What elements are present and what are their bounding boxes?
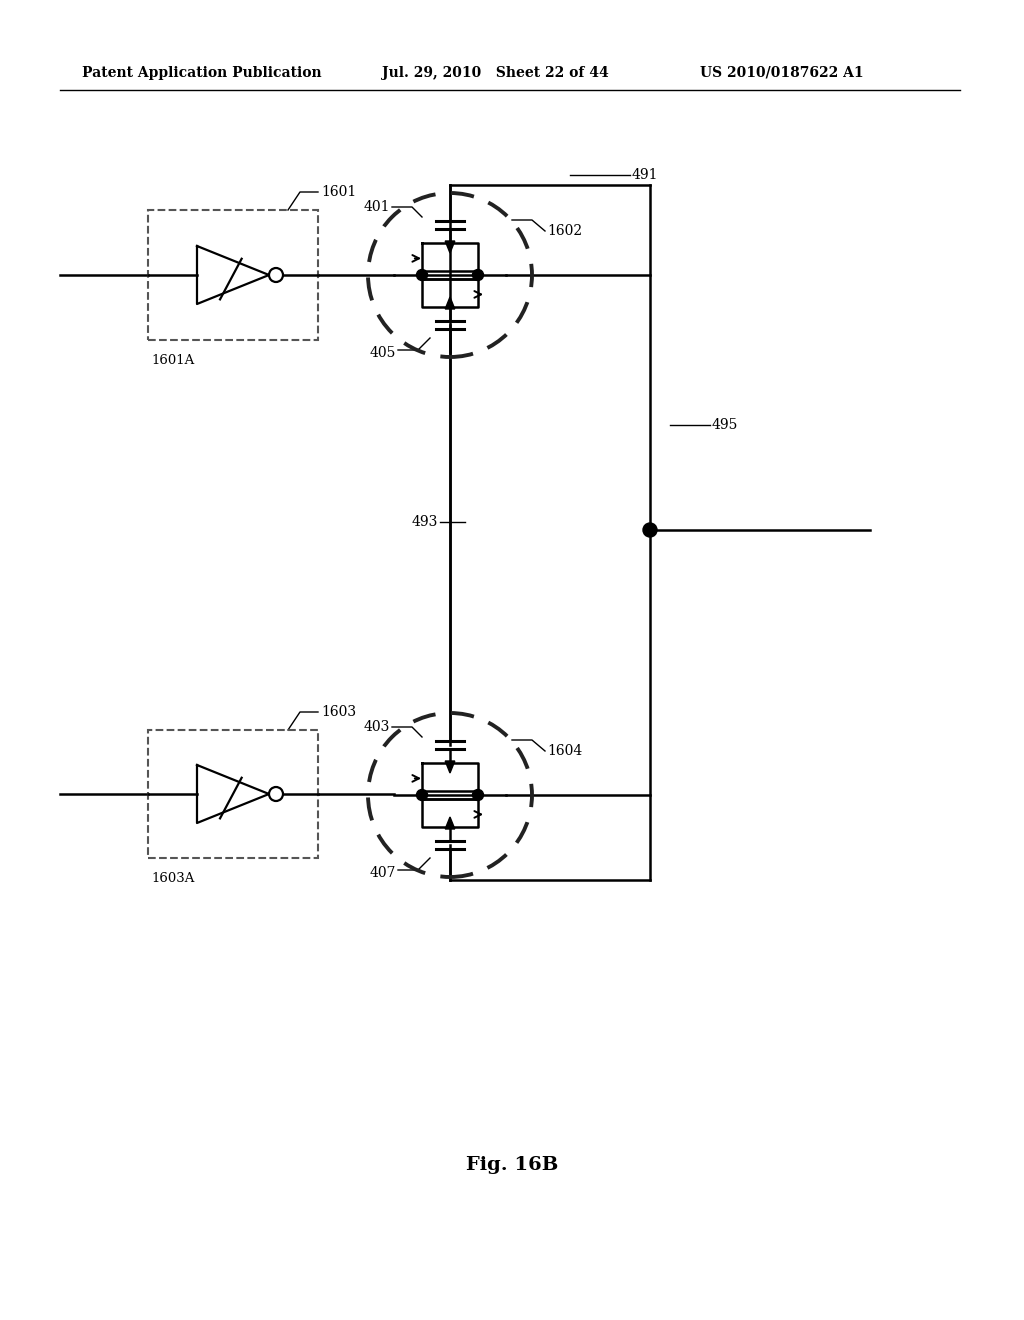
Circle shape [417,269,427,281]
Text: 495: 495 [712,418,738,432]
Polygon shape [445,297,455,309]
Text: Fig. 16B: Fig. 16B [466,1156,558,1173]
Circle shape [472,789,483,800]
Text: 493: 493 [412,515,438,529]
Text: 1603A: 1603A [151,871,195,884]
Text: 401: 401 [364,201,390,214]
Text: 1604: 1604 [547,744,583,758]
Text: Patent Application Publication: Patent Application Publication [82,66,322,81]
Text: 491: 491 [632,168,658,182]
Text: 407: 407 [370,866,396,880]
Text: 1601A: 1601A [151,354,195,367]
Bar [148,210,318,341]
Circle shape [472,269,483,281]
Text: 403: 403 [364,719,390,734]
Polygon shape [445,242,455,253]
Text: 1603: 1603 [321,705,356,719]
Text: Jul. 29, 2010   Sheet 22 of 44: Jul. 29, 2010 Sheet 22 of 44 [382,66,608,81]
Text: US 2010/0187622 A1: US 2010/0187622 A1 [700,66,863,81]
Text: 405: 405 [370,346,396,360]
Circle shape [643,523,657,537]
Bar [148,730,318,858]
Polygon shape [445,762,455,774]
Circle shape [417,789,427,800]
Polygon shape [445,817,455,829]
Text: 1601: 1601 [321,185,356,199]
Text: 1602: 1602 [547,224,582,238]
